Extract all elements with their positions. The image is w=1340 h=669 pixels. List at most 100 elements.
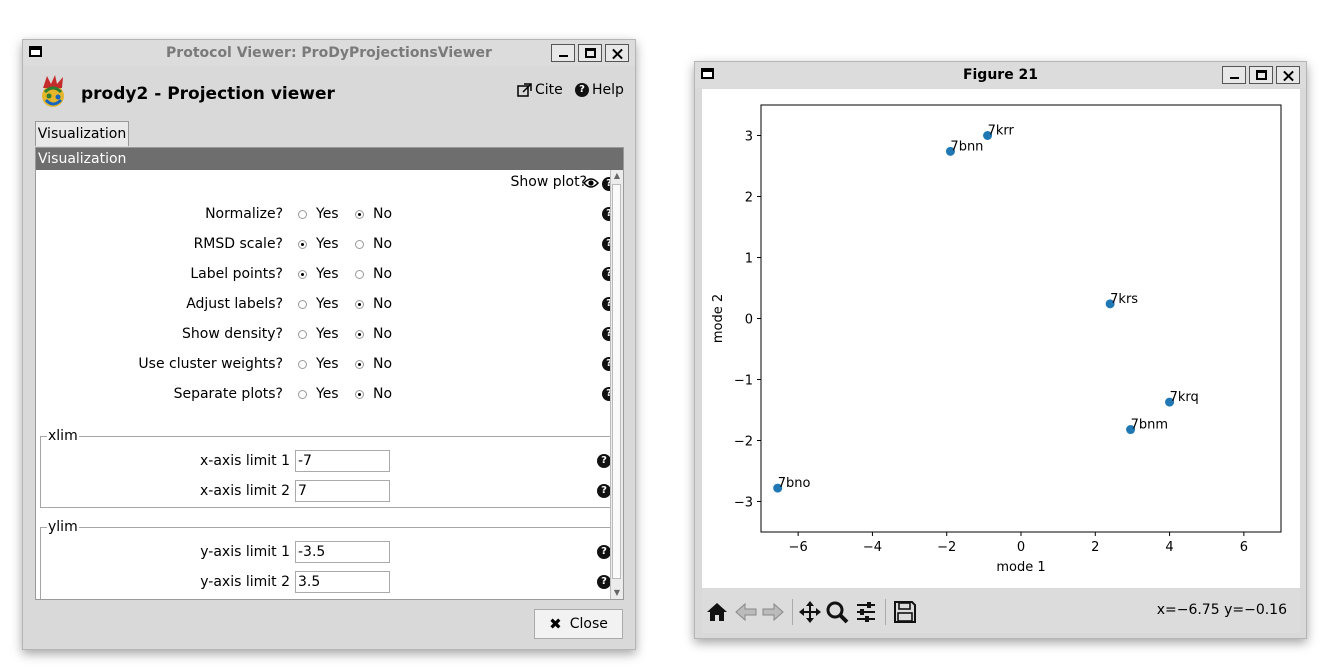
cite-button[interactable]: Cite bbox=[517, 82, 563, 98]
point-label: 7bnm bbox=[1131, 418, 1168, 433]
x-tick-label: −6 bbox=[789, 540, 808, 555]
radio-yes[interactable] bbox=[298, 240, 307, 249]
configure-subplots-icon[interactable] bbox=[854, 600, 878, 624]
home-icon[interactable] bbox=[705, 600, 729, 624]
x-axis-limit-1-input[interactable] bbox=[295, 450, 390, 472]
radio-yes-label[interactable]: Yes bbox=[316, 356, 339, 372]
close-label: Close bbox=[569, 616, 608, 632]
data-point[interactable] bbox=[983, 131, 993, 140]
y-axis-limit-2-input[interactable] bbox=[295, 571, 390, 593]
back-arrow-icon[interactable] bbox=[734, 600, 758, 624]
radio-yes[interactable] bbox=[298, 300, 307, 309]
radio-no[interactable] bbox=[355, 270, 364, 279]
point-label: 7krq bbox=[1170, 390, 1199, 405]
radio-yes-label[interactable]: Yes bbox=[316, 386, 339, 402]
x-axis-limit-1-help-icon[interactable]: ? bbox=[597, 454, 611, 468]
zoom-magnifier-icon[interactable] bbox=[825, 600, 849, 624]
close-button[interactable]: ✖ Close bbox=[534, 609, 623, 639]
scroll-up-icon[interactable]: ▲ bbox=[613, 171, 621, 180]
window-title: Protocol Viewer: ProDyProjectionsViewer bbox=[166, 45, 492, 61]
x-tick-label: 0 bbox=[1017, 540, 1025, 555]
radio-yes-label[interactable]: Yes bbox=[316, 206, 339, 222]
radio-no-label[interactable]: No bbox=[373, 296, 393, 312]
protocol-viewer-window: Protocol Viewer: ProDyProjectionsViewer … bbox=[22, 39, 636, 650]
pan-move-icon[interactable] bbox=[798, 600, 822, 624]
radio-no-label[interactable]: No bbox=[373, 236, 393, 252]
x-tick-label: −2 bbox=[937, 540, 956, 555]
radio-no-label[interactable]: No bbox=[373, 356, 393, 372]
radio-no-label[interactable]: No bbox=[373, 266, 393, 282]
param-row: Adjust labels? Yes No? bbox=[36, 296, 616, 316]
data-point[interactable] bbox=[1165, 397, 1175, 407]
window-menu-icon[interactable] bbox=[29, 46, 42, 57]
help-label: Help bbox=[592, 82, 624, 98]
radio-yes[interactable] bbox=[298, 360, 307, 369]
close-window-button[interactable] bbox=[1276, 66, 1300, 84]
parameters-panel: Visualization Show plot? ? Normalize? Yes… bbox=[35, 147, 624, 600]
radio-no-label[interactable]: No bbox=[373, 206, 393, 222]
vertical-scrollbar[interactable]: ▲ ▼ bbox=[610, 170, 623, 599]
radio-yes-label[interactable]: Yes bbox=[316, 236, 339, 252]
radio-yes[interactable] bbox=[298, 330, 307, 339]
y-axis-limit-2-label: y-axis limit 2 bbox=[200, 574, 290, 590]
save-floppy-icon[interactable] bbox=[893, 600, 917, 624]
maximize-button[interactable] bbox=[1249, 66, 1273, 84]
data-point[interactable] bbox=[945, 146, 955, 156]
help-button[interactable]: ? Help bbox=[575, 82, 624, 98]
maximize-button[interactable] bbox=[578, 44, 602, 62]
radio-no[interactable] bbox=[355, 330, 364, 339]
window-menu-icon[interactable] bbox=[701, 68, 714, 79]
data-point[interactable] bbox=[1126, 425, 1136, 435]
y-tick-label: 0 bbox=[745, 313, 753, 328]
figure-titlebar[interactable]: Figure 21 bbox=[695, 62, 1306, 88]
figure-window: Figure 21 −6 −4 −2 0 2 4 6 −3 −2 −1 0 1 2 3 mode 1 mode… bbox=[694, 61, 1307, 639]
radio-yes[interactable] bbox=[298, 270, 307, 279]
x-axis-limit-1-label: x-axis limit 1 bbox=[200, 453, 290, 469]
radio-yes-label[interactable]: Yes bbox=[316, 326, 339, 342]
scroll-down-icon[interactable]: ▼ bbox=[613, 588, 621, 597]
radio-yes-label[interactable]: Yes bbox=[316, 296, 339, 312]
ylim-legend: ylim bbox=[47, 519, 79, 535]
x-axis-limit-2-label: x-axis limit 2 bbox=[200, 483, 290, 499]
data-point[interactable] bbox=[773, 483, 783, 493]
point-label: 7krs bbox=[1110, 292, 1138, 307]
protocol-viewer-titlebar[interactable]: Protocol Viewer: ProDyProjectionsViewer bbox=[23, 40, 635, 66]
radio-yes-label[interactable]: Yes bbox=[316, 266, 339, 282]
forward-arrow-icon[interactable] bbox=[761, 600, 785, 624]
y-axis-limit-1-input[interactable] bbox=[295, 541, 390, 563]
radio-no-label[interactable]: No bbox=[373, 386, 393, 402]
radio-yes[interactable] bbox=[298, 210, 307, 219]
x-tick-label: 4 bbox=[1165, 540, 1173, 555]
scatter-chart[interactable]: −6 −4 −2 0 2 4 6 −3 −2 −1 0 1 2 3 mode 1 mode 2 7krr 7bnn… bbox=[702, 89, 1300, 588]
close-window-button[interactable] bbox=[605, 44, 629, 62]
minimize-button[interactable] bbox=[551, 44, 575, 62]
x-axis-limit-2-help-icon[interactable]: ? bbox=[597, 484, 611, 498]
y-tick-label: 2 bbox=[745, 191, 753, 206]
y-tick-label: −3 bbox=[734, 496, 753, 511]
eye-icon[interactable] bbox=[583, 177, 599, 189]
x-axis-limit-2-input[interactable] bbox=[295, 480, 390, 502]
param-row: Separate plots? Yes No? bbox=[36, 386, 616, 406]
radio-yes[interactable] bbox=[298, 390, 307, 399]
tab-visualization[interactable]: Visualization bbox=[35, 121, 129, 146]
plot-area bbox=[760, 104, 1282, 533]
radio-no[interactable] bbox=[355, 210, 364, 219]
protocol-heading: prody2 - Projection viewer bbox=[81, 84, 335, 104]
plot-canvas[interactable]: −6 −4 −2 0 2 4 6 −3 −2 −1 0 1 2 3 mode 1 mode 2 7krr 7bnn… bbox=[702, 89, 1300, 588]
minimize-button[interactable] bbox=[1222, 66, 1246, 84]
y-axis-limit-2-help-icon[interactable]: ? bbox=[597, 575, 611, 589]
point-label: 7bnn bbox=[950, 139, 983, 154]
radio-no[interactable] bbox=[355, 360, 364, 369]
radio-no[interactable] bbox=[355, 240, 364, 249]
param-label: Show density? bbox=[182, 326, 283, 342]
point-label: 7krr bbox=[988, 124, 1015, 139]
y-axis-limit-1-help-icon[interactable]: ? bbox=[597, 545, 611, 559]
radio-no[interactable] bbox=[355, 390, 364, 399]
radio-no[interactable] bbox=[355, 300, 364, 309]
param-row: RMSD scale? Yes No? bbox=[36, 236, 616, 256]
data-point[interactable] bbox=[1105, 299, 1115, 309]
scrollbar-thumb[interactable] bbox=[612, 184, 621, 579]
radio-no-label[interactable]: No bbox=[373, 326, 393, 342]
param-label: Separate plots? bbox=[173, 386, 283, 402]
ylim-group: ylim y-axis limit 1 ? y-axis limit 2 ? bbox=[40, 519, 611, 599]
